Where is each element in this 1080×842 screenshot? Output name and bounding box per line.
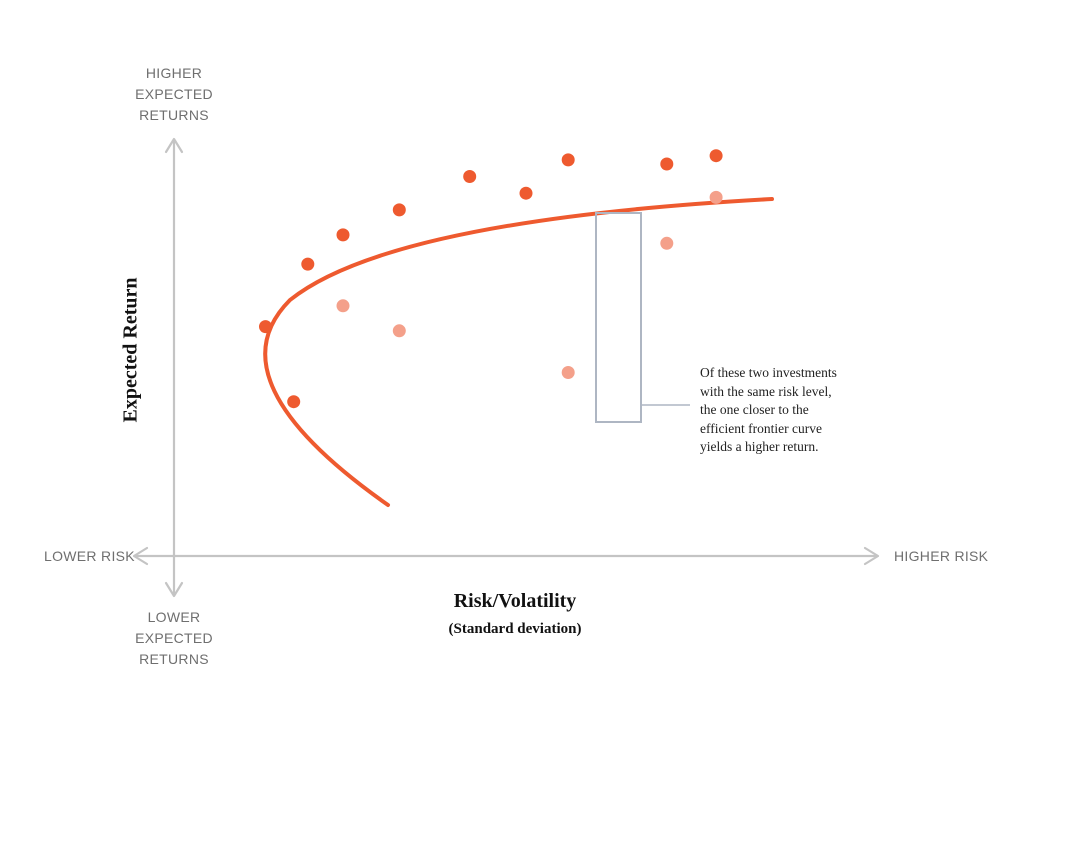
x-axis-title: Risk/Volatility xyxy=(453,590,577,612)
efficient-investment-point xyxy=(301,257,315,271)
higher-returns-line-1: HIGHER xyxy=(145,65,203,81)
annotation-line: with the same risk level, xyxy=(700,383,832,399)
lower-expected-returns-label: LOWER EXPECTED RETURNS xyxy=(124,607,224,670)
annotation-text: Of these two investments with the same r… xyxy=(700,364,880,457)
higher-risk-label: HIGHER RISK xyxy=(894,548,989,564)
y-axis-title: Expected Return xyxy=(119,277,142,423)
annotation-line: Of these two investments xyxy=(700,365,837,380)
lower-risk-label: LOWER RISK xyxy=(44,548,135,564)
efficient-frontier-curve xyxy=(263,197,774,507)
efficient-investment-point xyxy=(519,186,533,200)
inefficient-investment-point xyxy=(709,190,723,204)
x-axis-subtitle: (Standard deviation) xyxy=(448,621,582,637)
efficient-investment-point xyxy=(709,149,723,163)
inefficient-investment-point xyxy=(660,236,674,250)
inefficient-investment-point xyxy=(561,366,575,379)
efficient-investment-point xyxy=(660,157,674,171)
annotation-line: the one closer to the xyxy=(700,402,809,417)
lower-returns-line-1: LOWER xyxy=(147,609,201,625)
axes xyxy=(132,137,880,598)
efficient-investment-point xyxy=(463,170,477,183)
efficient-investment-point xyxy=(392,203,406,217)
higher-returns-line-2: EXPECTED xyxy=(135,86,213,102)
efficient-investment-point xyxy=(259,320,272,334)
annotation-line: efficient frontier curve xyxy=(700,420,822,436)
efficient-investment-point xyxy=(336,228,350,242)
y-axis-up-arrow-icon xyxy=(164,137,184,154)
investment-points xyxy=(259,149,723,409)
higher-returns-line-3: RETURNS xyxy=(139,107,209,123)
inefficient-investment-point xyxy=(336,299,350,313)
lower-returns-line-3: RETURNS xyxy=(139,651,209,667)
efficient-investment-point xyxy=(561,153,575,167)
inefficient-investment-point xyxy=(392,324,406,338)
x-axis-right-arrow-icon xyxy=(863,546,880,566)
same-risk-highlight-box xyxy=(595,212,642,423)
y-axis-down-arrow-icon xyxy=(164,581,184,598)
higher-expected-returns-label: HIGHER EXPECTED RETURNS xyxy=(124,63,224,126)
efficient-investment-point xyxy=(287,395,301,409)
lower-returns-line-2: EXPECTED xyxy=(135,630,213,646)
annotation-line: yields a higher return. xyxy=(700,439,819,454)
x-axis-left-arrow-icon xyxy=(132,546,149,566)
